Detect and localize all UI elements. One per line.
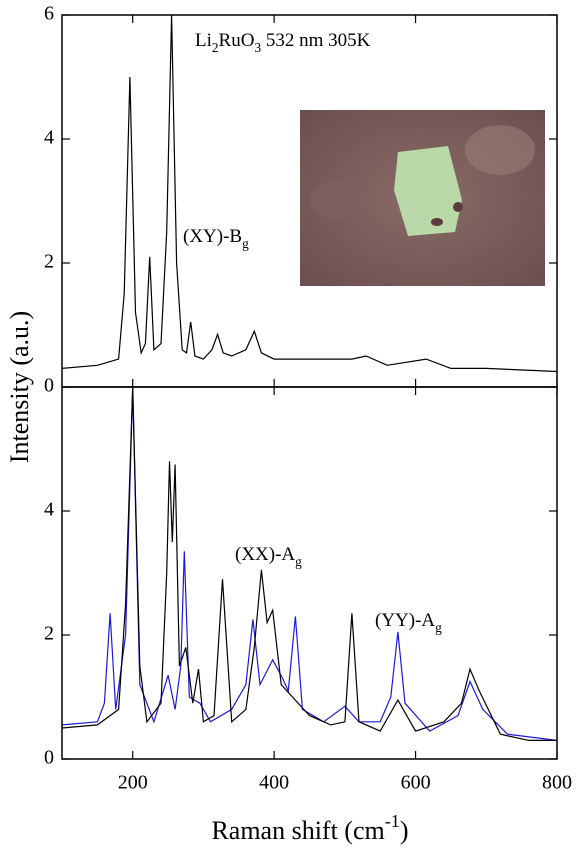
y-tick-label: 4 (44, 127, 54, 149)
subscript: g (435, 620, 442, 635)
spectrum-line (62, 15, 557, 373)
x-axis-label: Raman shift (cm-1) (211, 811, 408, 845)
annotation: (XY)-Bg (183, 226, 249, 251)
inset-photo (300, 110, 545, 286)
spectrum-line (62, 387, 557, 741)
subscript: g (242, 236, 249, 251)
text-run: 532 nm 305K (261, 30, 371, 51)
annotation: Li2RuO3 532 nm 305K (195, 30, 371, 55)
y-tick-label: 2 (44, 623, 54, 645)
plot-frame (61, 386, 558, 760)
text-run: (XY)-B (183, 226, 242, 247)
x-tick-label: 200 (118, 772, 148, 794)
x-tick-label: 600 (401, 772, 431, 794)
spectrum-line (62, 387, 557, 741)
y-tick-label: 0 (44, 747, 54, 769)
text-run: ) (400, 816, 409, 845)
y-tick-label: 4 (44, 499, 54, 521)
text-run: Li (195, 30, 212, 51)
subscript: g (295, 554, 302, 569)
annotation: (XX)-Ag (235, 544, 302, 569)
y-axis-label: Intensity (a.u.) (5, 311, 34, 463)
subscript: 2 (212, 40, 219, 55)
x-tick-label: 400 (259, 772, 289, 794)
annotation: (YY)-Ag (375, 610, 442, 635)
text-run: RuO (219, 30, 255, 51)
y-tick-label: 0 (44, 375, 54, 397)
superscript: -1 (385, 811, 400, 831)
text-run: (XX)-A (235, 544, 295, 565)
subscript: 3 (254, 40, 261, 55)
text-run: Raman shift (cm (211, 816, 384, 845)
y-tick-label: 6 (44, 3, 54, 25)
y-tick-label: 2 (44, 251, 54, 273)
text-run: (YY)-A (375, 610, 435, 631)
x-tick-label: 800 (542, 772, 572, 794)
